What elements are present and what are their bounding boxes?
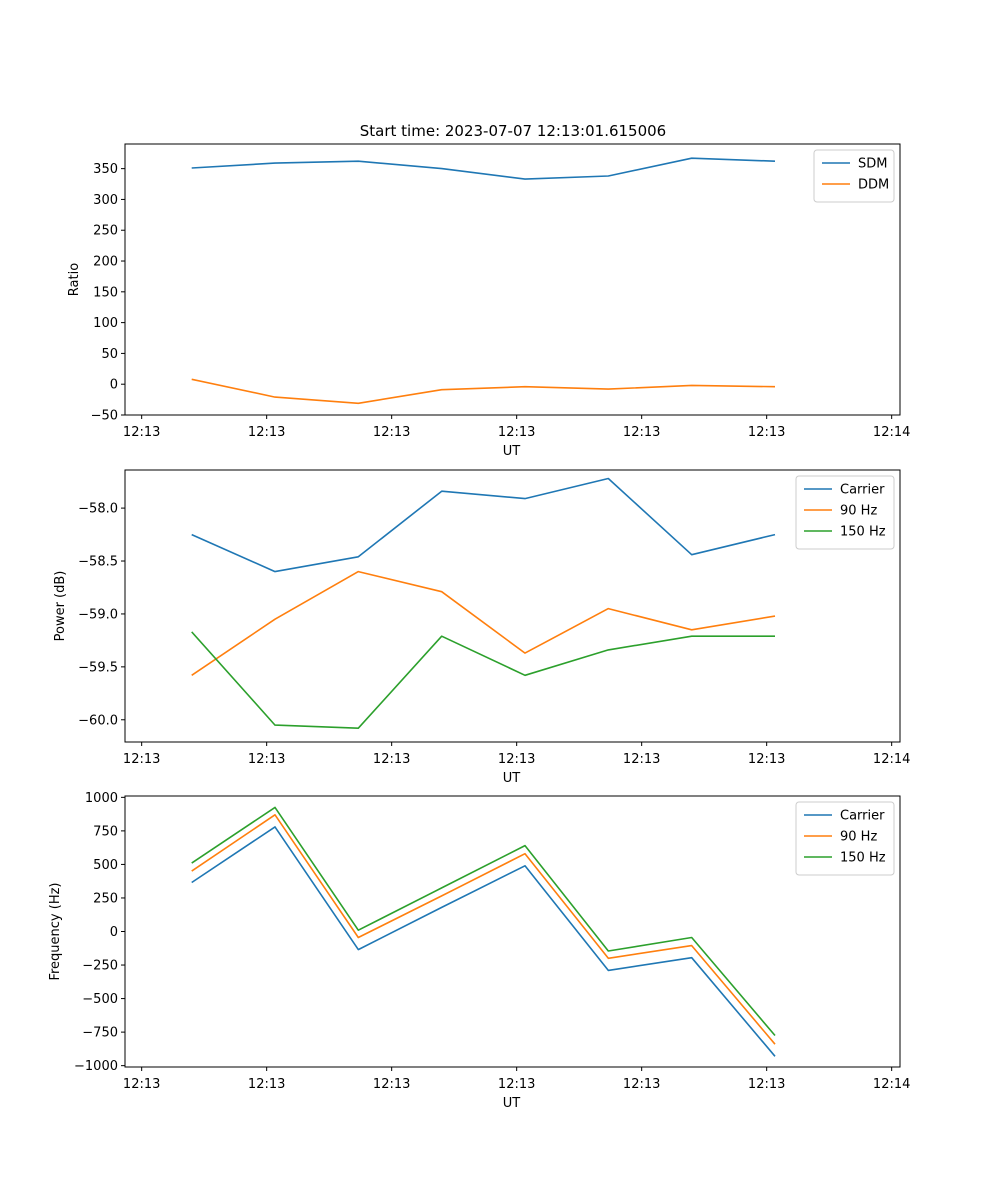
axes-frame	[124, 143, 901, 416]
x-tick-label: 12:13	[248, 425, 285, 440]
series-line-90-hz	[191, 570, 776, 676]
x-tick-label: 12:14	[873, 1077, 910, 1092]
legend-label: Carrier	[840, 483, 885, 498]
y-tick-label: 250	[93, 224, 118, 239]
y-tick-label: −250	[82, 959, 118, 974]
x-tick-label: 12:13	[498, 425, 535, 440]
series-line-sdm	[191, 157, 776, 180]
y-tick-label: −750	[82, 1026, 118, 1041]
x-tick-label: 12:13	[248, 1077, 285, 1092]
y-tick-label: 750	[93, 824, 118, 839]
y-tick-label: 500	[93, 858, 118, 873]
x-tick-label: 12:14	[873, 752, 910, 767]
x-tick-label: 12:13	[498, 752, 535, 767]
x-tick-label: 12:14	[873, 425, 910, 440]
x-tick-label: 12:13	[373, 1077, 410, 1092]
y-axis-label: Power (dB)	[53, 571, 68, 642]
series-line-ddm	[191, 378, 776, 405]
x-tick-label: 12:13	[123, 752, 160, 767]
y-tick-label: 0	[110, 378, 118, 393]
x-tick-label: 12:13	[248, 752, 285, 767]
legend-label: 90 Hz	[840, 504, 877, 519]
y-tick-label: −1000	[74, 1059, 118, 1074]
x-tick-label: 12:13	[748, 425, 785, 440]
x-axis-label: UT	[503, 444, 521, 459]
x-axis-label: UT	[503, 771, 521, 786]
x-tick-label: 12:13	[748, 752, 785, 767]
series-line-150-hz	[191, 806, 776, 1037]
subplot-3: 12:13 12:13 12:13 12:13 12:13 12:13 12:14 −1000…	[48, 791, 910, 1111]
legend: SDM DDM	[813, 149, 895, 203]
y-tick-label: 250	[93, 891, 118, 906]
y-tick-label: 0	[110, 925, 118, 940]
legend-label: SDM	[858, 157, 887, 172]
y-tick-label: −60.0	[78, 713, 118, 728]
series-line-150-hz	[191, 631, 775, 730]
series-line-90-hz	[191, 813, 776, 1045]
legend-label: 150 Hz	[840, 851, 886, 866]
legend: Carrier 90 Hz 150 Hz	[795, 801, 895, 876]
legend-label: Carrier	[840, 809, 885, 824]
y-tick-label: −50	[91, 409, 118, 424]
subplot-1: 12:13 12:13 12:13 12:13 12:13 12:13 12:14 −50 0 5…	[67, 143, 910, 459]
x-tick-label: 12:13	[498, 1077, 535, 1092]
legend: Carrier 90 Hz 150 Hz	[795, 475, 895, 550]
y-tick-label: 350	[93, 162, 118, 177]
legend-label: DDM	[858, 178, 889, 193]
subplots: 12:13 12:13 12:13 12:13 12:13 12:13 12:14−5005…	[48, 143, 910, 1111]
y-tick-label: 200	[93, 255, 118, 270]
x-tick-label: 12:13	[373, 752, 410, 767]
x-axis-label: UT	[503, 1096, 521, 1111]
y-axis-label: Frequency (Hz)	[48, 882, 63, 980]
legend-label: 90 Hz	[840, 830, 877, 845]
y-tick-label: −58.0	[78, 502, 118, 517]
y-tick-label: −58.5	[78, 555, 118, 570]
y-tick-label: 100	[93, 316, 118, 331]
y-tick-label: 1000	[85, 791, 118, 806]
y-tick-label: 300	[93, 193, 118, 208]
legend-label: 150 Hz	[840, 525, 886, 540]
y-tick-label: 50	[101, 347, 118, 362]
y-tick-label: 150	[93, 285, 118, 300]
y-axis-label: Ratio	[67, 263, 82, 296]
x-tick-label: 12:13	[123, 1077, 160, 1092]
y-tick-label: −500	[82, 992, 118, 1007]
x-tick-label: 12:13	[748, 1077, 785, 1092]
x-tick-label: 12:13	[123, 425, 160, 440]
x-tick-label: 12:13	[623, 425, 660, 440]
axes-frame	[124, 469, 901, 743]
subplot-2: 12:13 12:13 12:13 12:13 12:13 12:13 12:14 −60.0…	[53, 469, 910, 786]
figure-title: Start time: 2023-07-07 12:13:01.615006	[360, 122, 666, 140]
x-tick-label: 12:13	[623, 752, 660, 767]
x-tick-label: 12:13	[623, 1077, 660, 1092]
x-tick-label: 12:13	[373, 425, 410, 440]
y-tick-label: −59.5	[78, 660, 118, 675]
y-tick-label: −59.0	[78, 607, 118, 622]
series-line-carrier	[191, 477, 776, 573]
series-line-carrier	[191, 826, 776, 1057]
